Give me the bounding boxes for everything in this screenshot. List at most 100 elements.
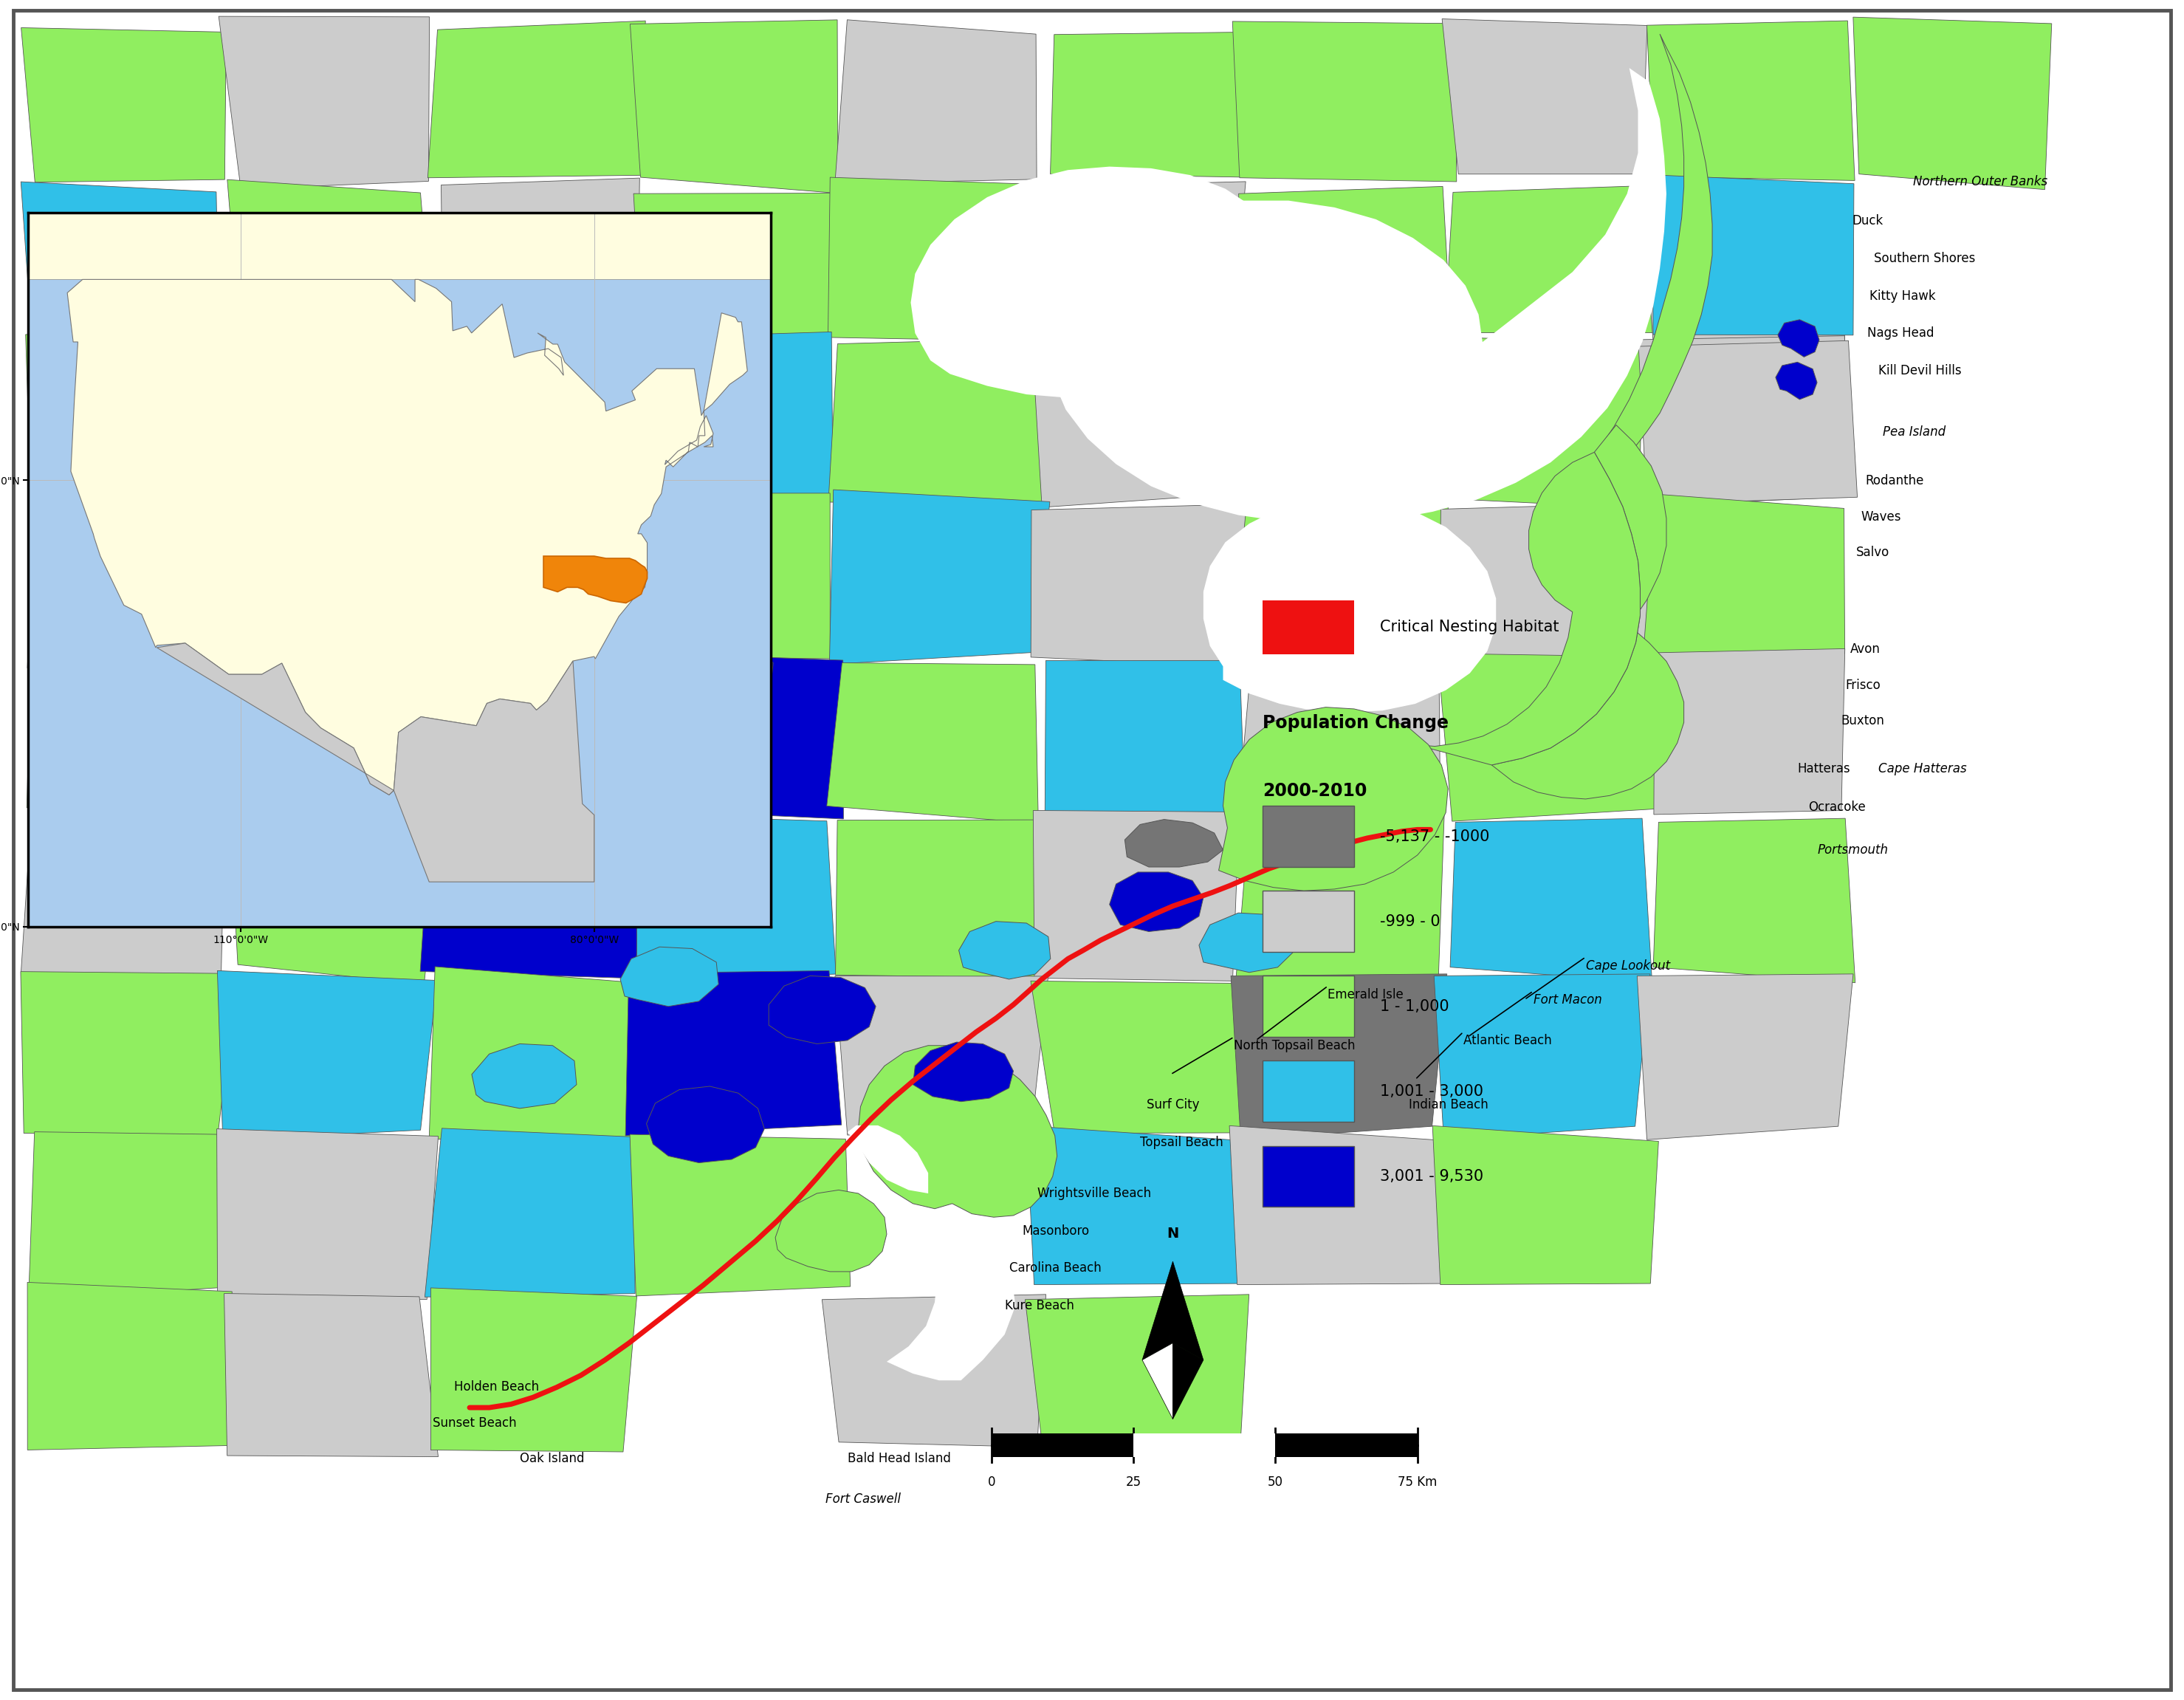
Polygon shape bbox=[218, 337, 426, 502]
Polygon shape bbox=[28, 212, 771, 279]
Text: Rodanthe: Rodanthe bbox=[1865, 474, 1924, 488]
Polygon shape bbox=[1854, 17, 2051, 190]
Text: Fort Macon: Fort Macon bbox=[1533, 993, 1601, 1006]
Text: 3,001 - 9,530: 3,001 - 9,530 bbox=[1380, 1170, 1483, 1183]
Polygon shape bbox=[1232, 490, 1459, 653]
Polygon shape bbox=[887, 1210, 1016, 1380]
Polygon shape bbox=[1033, 342, 1249, 507]
Text: Fort Caswell: Fort Caswell bbox=[826, 1493, 900, 1506]
Text: Northern Outer Banks: Northern Outer Banks bbox=[1913, 175, 2049, 189]
Text: 50: 50 bbox=[1267, 1476, 1284, 1489]
Bar bbox=[1133, 1433, 1275, 1457]
Polygon shape bbox=[28, 493, 227, 668]
Polygon shape bbox=[1232, 974, 1448, 1139]
Text: 1,001 - 3,000: 1,001 - 3,000 bbox=[1380, 1085, 1483, 1098]
Polygon shape bbox=[620, 947, 719, 1006]
Polygon shape bbox=[913, 1042, 1013, 1102]
Polygon shape bbox=[221, 491, 435, 654]
Text: N: N bbox=[1166, 1227, 1179, 1241]
Polygon shape bbox=[1026, 1125, 1251, 1285]
Polygon shape bbox=[821, 1294, 1046, 1447]
Bar bbox=[1275, 1433, 1417, 1457]
Text: Carolina Beach: Carolina Beach bbox=[1009, 1261, 1101, 1275]
Polygon shape bbox=[430, 1289, 638, 1452]
Polygon shape bbox=[633, 493, 830, 658]
Text: Nags Head: Nags Head bbox=[1867, 326, 1935, 340]
Polygon shape bbox=[847, 1125, 928, 1193]
Text: Population Change: Population Change bbox=[1262, 714, 1448, 731]
Text: Sunset Beach: Sunset Beach bbox=[432, 1416, 515, 1430]
Polygon shape bbox=[22, 27, 227, 182]
Text: Waves: Waves bbox=[1861, 510, 1900, 524]
Polygon shape bbox=[1230, 1125, 1455, 1285]
Polygon shape bbox=[1778, 320, 1819, 357]
Text: Atlantic Beach: Atlantic Beach bbox=[1463, 1034, 1551, 1047]
Polygon shape bbox=[959, 921, 1051, 979]
Polygon shape bbox=[775, 1190, 887, 1272]
Polygon shape bbox=[911, 167, 1284, 398]
Text: Oak Island: Oak Island bbox=[520, 1452, 585, 1465]
Polygon shape bbox=[20, 972, 236, 1136]
Polygon shape bbox=[1492, 425, 1684, 799]
Polygon shape bbox=[1441, 19, 1647, 173]
Polygon shape bbox=[858, 1046, 1057, 1217]
Polygon shape bbox=[834, 976, 1048, 1136]
Text: Buxton: Buxton bbox=[1841, 714, 1885, 728]
Polygon shape bbox=[428, 20, 646, 178]
Polygon shape bbox=[28, 1282, 236, 1450]
Polygon shape bbox=[22, 182, 218, 352]
Text: Wrightsville Beach: Wrightsville Beach bbox=[1037, 1187, 1151, 1200]
Text: Masonboro: Masonboro bbox=[1022, 1224, 1090, 1238]
Polygon shape bbox=[1597, 34, 1712, 461]
Text: Surf City: Surf City bbox=[1147, 1098, 1199, 1112]
Polygon shape bbox=[1125, 819, 1223, 867]
Polygon shape bbox=[1776, 362, 1817, 399]
Polygon shape bbox=[218, 971, 437, 1141]
Polygon shape bbox=[1024, 1294, 1249, 1447]
Polygon shape bbox=[1142, 1343, 1173, 1420]
Text: Cape Lookout: Cape Lookout bbox=[1586, 959, 1671, 972]
Polygon shape bbox=[435, 503, 640, 656]
Text: Avon: Avon bbox=[1850, 643, 1880, 656]
Polygon shape bbox=[426, 1129, 636, 1297]
Polygon shape bbox=[1051, 32, 1256, 177]
Polygon shape bbox=[828, 177, 1053, 342]
Polygon shape bbox=[1203, 498, 1496, 712]
Text: North Topsail Beach: North Topsail Beach bbox=[1234, 1039, 1356, 1052]
Polygon shape bbox=[419, 814, 644, 979]
Polygon shape bbox=[1653, 175, 1854, 335]
Polygon shape bbox=[631, 20, 839, 194]
Polygon shape bbox=[1031, 503, 1254, 666]
Text: Southern Shores: Southern Shores bbox=[1874, 252, 1974, 265]
Text: Kure Beach: Kure Beach bbox=[1005, 1299, 1075, 1312]
Polygon shape bbox=[1433, 1125, 1658, 1285]
Polygon shape bbox=[625, 971, 841, 1136]
Polygon shape bbox=[1173, 1343, 1203, 1420]
Bar bbox=[1262, 891, 1354, 952]
Polygon shape bbox=[1638, 340, 1856, 505]
Polygon shape bbox=[225, 1294, 439, 1457]
Polygon shape bbox=[227, 180, 432, 348]
Polygon shape bbox=[1642, 495, 1845, 658]
Polygon shape bbox=[836, 819, 1044, 978]
Bar bbox=[1262, 976, 1354, 1037]
Polygon shape bbox=[834, 20, 1037, 184]
Text: -999 - 0: -999 - 0 bbox=[1380, 915, 1441, 928]
Text: Ocracoke: Ocracoke bbox=[1808, 801, 1865, 814]
Polygon shape bbox=[828, 338, 1048, 505]
Text: Portsmouth: Portsmouth bbox=[1817, 843, 1887, 857]
Polygon shape bbox=[646, 1086, 764, 1163]
Polygon shape bbox=[22, 818, 225, 976]
Polygon shape bbox=[341, 614, 437, 673]
Text: Salvo: Salvo bbox=[1856, 546, 1889, 559]
Polygon shape bbox=[170, 802, 256, 857]
Text: Critical Nesting Habitat: Critical Nesting Habitat bbox=[1380, 620, 1559, 634]
Polygon shape bbox=[533, 542, 631, 602]
Text: 1 - 1,000: 1 - 1,000 bbox=[1380, 1000, 1450, 1013]
Polygon shape bbox=[157, 643, 594, 882]
Text: Kill Devil Hills: Kill Devil Hills bbox=[1878, 364, 1961, 377]
Polygon shape bbox=[1238, 187, 1450, 345]
Polygon shape bbox=[636, 814, 836, 981]
Polygon shape bbox=[1232, 22, 1457, 182]
Polygon shape bbox=[229, 808, 443, 984]
